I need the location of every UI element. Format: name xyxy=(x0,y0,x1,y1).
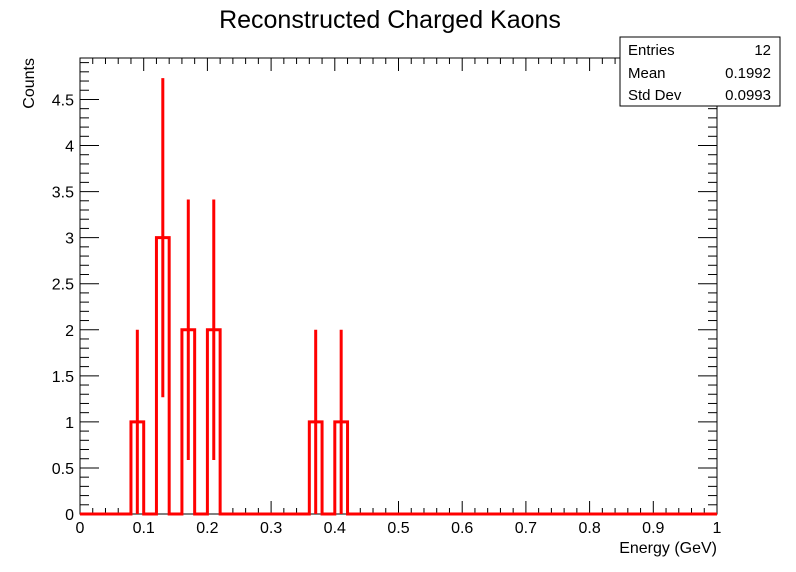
stats-box: Entries 12 Mean 0.1992 Std Dev 0.0993 xyxy=(619,36,781,107)
stats-entries-label: Entries xyxy=(628,42,675,59)
x-tick-label: 0.8 xyxy=(578,520,600,537)
x-tick-label: 0.1 xyxy=(133,520,155,537)
x-tick-label: 0.5 xyxy=(387,520,409,537)
y-axis-tick-labels: 0 0.5 1 1.5 2 2.5 3 3.5 4 4.5 xyxy=(52,92,74,524)
x-tick-label: 0.9 xyxy=(642,520,664,537)
plot-frame xyxy=(79,57,718,515)
x-tick-label: 0.4 xyxy=(324,520,346,537)
y-tick-label: 3.5 xyxy=(52,185,74,202)
histogram-outline xyxy=(80,236,717,516)
x-tick-label: 0 xyxy=(76,520,85,537)
chart-title: Reconstructed Charged Kaons xyxy=(219,6,561,34)
x-tick-label: 0.2 xyxy=(196,520,218,537)
x-axis-tick-labels: 0 0.1 0.2 0.3 0.4 0.5 0.6 0.7 0.8 0.9 1 xyxy=(76,520,722,537)
y-tick-label: 2.5 xyxy=(52,277,74,294)
x-axis-label: Energy (GeV) xyxy=(619,540,717,557)
stats-box-frame xyxy=(619,36,781,107)
y-tick-label: 0.5 xyxy=(52,461,74,478)
y-tick-label: 4.5 xyxy=(52,92,74,109)
stats-entries-value: 12 xyxy=(754,42,771,59)
x-axis-ticks xyxy=(79,58,718,514)
x-tick-label: 0.6 xyxy=(451,520,473,537)
y-tick-label: 1 xyxy=(65,415,74,432)
x-tick-label: 0.3 xyxy=(260,520,282,537)
stats-stddev-label: Std Dev xyxy=(628,87,682,104)
stats-mean-label: Mean xyxy=(628,65,666,82)
y-tick-label: 2 xyxy=(65,323,74,340)
histogram-series xyxy=(80,78,717,516)
y-axis-label: Counts xyxy=(21,58,38,109)
y-tick-label: 4 xyxy=(65,139,74,156)
stats-mean-value: 0.1992 xyxy=(725,65,771,82)
stats-stddev-value: 0.0993 xyxy=(725,87,771,104)
y-tick-label: 3 xyxy=(65,231,74,248)
x-tick-label: 0.7 xyxy=(515,520,537,537)
y-tick-label: 0 xyxy=(65,507,74,524)
x-tick-label: 1 xyxy=(713,520,722,537)
y-tick-label: 1.5 xyxy=(52,369,74,386)
y-axis-ticks xyxy=(80,62,717,515)
